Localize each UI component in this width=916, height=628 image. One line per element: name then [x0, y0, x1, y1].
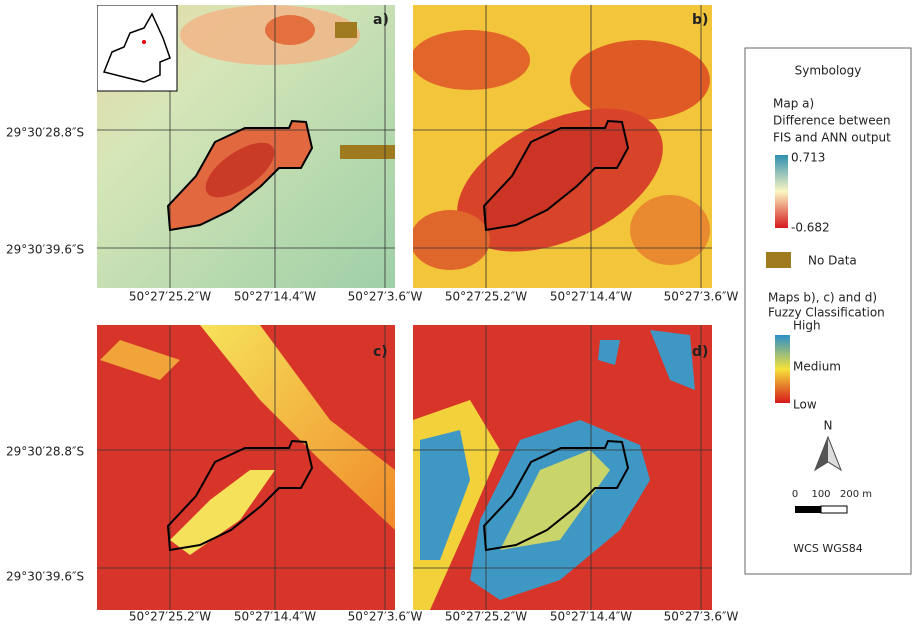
lon-label: 50°27′3.6″W [664, 610, 739, 624]
crs-label: WCS WGS84 [793, 542, 862, 555]
legend-text: FIS and ANN output [773, 131, 891, 145]
lon-label: 50°27′25.2″W [129, 290, 211, 304]
map-panel-d [413, 325, 712, 610]
lon-label: 50°27′14.4″W [234, 610, 316, 624]
lon-label: 50°27′3.6″W [664, 290, 739, 304]
color-ramp [775, 155, 788, 228]
panel-label: b) [692, 12, 708, 28]
lon-label: 50°27′3.6″W [348, 290, 423, 304]
lat-label: 29°30′28.8″S [6, 445, 84, 459]
color-ramp [775, 335, 790, 403]
legend: Symbology Map a) Difference between FIS … [744, 47, 912, 575]
ramp-low: Low [793, 398, 817, 412]
north-arrow [815, 437, 828, 470]
panel-label: a) [373, 12, 389, 28]
lon-label: 50°27′25.2″W [129, 610, 211, 624]
lat-label: 29°30′39.6″S [6, 570, 84, 584]
map-panel-b [413, 5, 712, 288]
lon-label: 50°27′3.6″W [348, 610, 423, 624]
scale-label: 100 [811, 489, 830, 500]
ramp-high: High [793, 319, 821, 333]
no-data-swatch [766, 252, 791, 268]
legend-title: Symbology [795, 64, 862, 78]
panel-label: d) [692, 344, 708, 360]
map-panel-c [97, 325, 395, 610]
lat-label: 29°30′28.8″S [6, 126, 84, 140]
legend-heading: Maps b), c) and d) [768, 291, 877, 305]
ramp-max: 0.713 [791, 151, 825, 165]
scale-bar [820, 505, 848, 514]
lat-label: 29°30′39.6″S [6, 243, 84, 257]
north-label: N [824, 419, 833, 433]
panel-label: c) [373, 344, 388, 360]
ramp-medium: Medium [793, 360, 841, 374]
map-panel-a [97, 5, 395, 288]
legend-heading: Map a) [773, 97, 814, 111]
legend-text: Difference between [773, 114, 891, 128]
no-data-label: No Data [808, 254, 857, 268]
legend-text: Fuzzy Classification [768, 306, 885, 320]
scale-label: 200 m [840, 489, 872, 500]
lon-label: 50°27′25.2″W [445, 610, 527, 624]
lon-label: 50°27′14.4″W [550, 610, 632, 624]
scale-bar [795, 506, 821, 513]
lon-label: 50°27′14.4″W [234, 290, 316, 304]
scale-label: 0 [792, 489, 798, 500]
lon-label: 50°27′14.4″W [550, 290, 632, 304]
lon-label: 50°27′25.2″W [445, 290, 527, 304]
ramp-min: -0.682 [791, 221, 830, 235]
